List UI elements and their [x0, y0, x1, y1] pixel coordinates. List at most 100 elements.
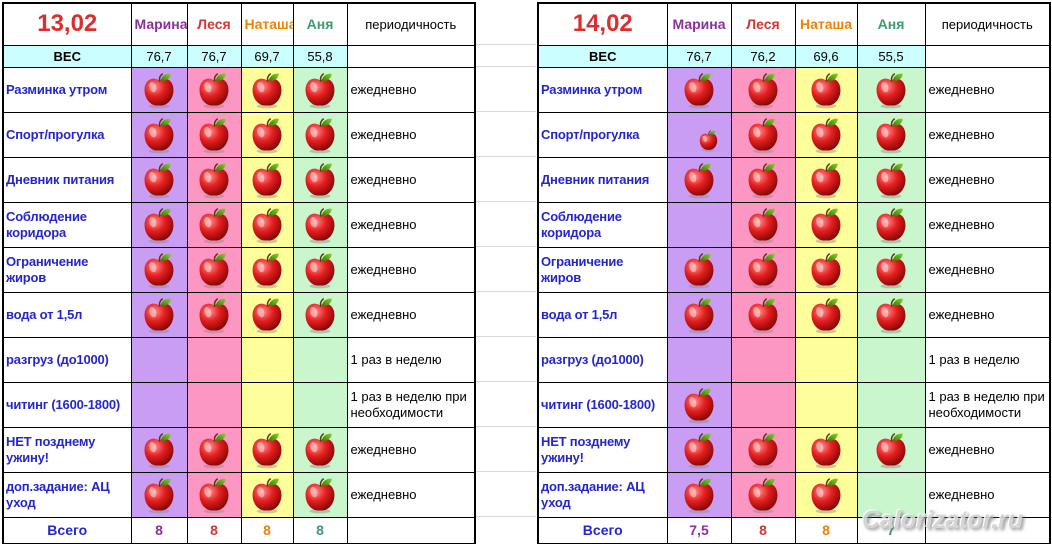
weight-value[interactable]: 69,7	[240, 44, 294, 68]
apple-cell[interactable]	[240, 201, 294, 248]
apple-cell[interactable]	[240, 156, 294, 203]
date-cell[interactable]: 14,02	[537, 2, 668, 46]
row-label[interactable]: НЕТ позднему ужину!	[2, 426, 132, 473]
person-header-anya[interactable]: Аня	[292, 2, 348, 46]
apple-cell[interactable]	[292, 471, 348, 518]
apple-cell[interactable]	[666, 66, 732, 113]
apple-cell[interactable]	[856, 156, 926, 203]
apple-cell[interactable]	[730, 336, 796, 383]
person-header-natasha[interactable]: Наташа	[794, 2, 858, 46]
apple-cell[interactable]	[856, 336, 926, 383]
apple-cell[interactable]	[794, 336, 858, 383]
weight-value[interactable]: 76,7	[130, 44, 188, 68]
apple-cell[interactable]	[730, 111, 796, 158]
total-label[interactable]: Всего	[2, 516, 132, 544]
apple-cell[interactable]	[730, 246, 796, 293]
apple-cell[interactable]	[856, 201, 926, 248]
person-header-natasha[interactable]: Наташа	[240, 2, 294, 46]
apple-cell[interactable]	[240, 381, 294, 428]
empty-cell[interactable]	[346, 516, 476, 544]
row-label[interactable]: Дневник питания	[537, 156, 668, 203]
total-value[interactable]: 8	[130, 516, 188, 544]
apple-cell[interactable]	[730, 381, 796, 428]
apple-cell[interactable]	[186, 426, 242, 473]
weight-label[interactable]: ВЕС	[537, 44, 668, 68]
total-value[interactable]: 8	[730, 516, 796, 544]
apple-cell[interactable]	[292, 66, 348, 113]
apple-cell[interactable]	[186, 381, 242, 428]
row-label[interactable]: вода от 1,5л	[2, 291, 132, 338]
apple-cell[interactable]	[240, 426, 294, 473]
row-label[interactable]: Спорт/прогулка	[2, 111, 132, 158]
date-cell[interactable]: 13,02	[2, 2, 132, 46]
apple-cell[interactable]	[856, 426, 926, 473]
apple-cell[interactable]	[730, 471, 796, 518]
periodicity-cell[interactable]: ежедневно	[346, 291, 476, 338]
periodicity-cell[interactable]: 1 раз в неделю при необходимости	[346, 381, 476, 428]
periodicity-cell[interactable]: 1 раз в неделю	[346, 336, 476, 383]
periodicity-cell[interactable]: ежедневно	[924, 66, 1051, 113]
periodicity-cell[interactable]: ежедневно	[346, 111, 476, 158]
apple-cell[interactable]	[292, 336, 348, 383]
empty-cell[interactable]	[346, 44, 476, 68]
apple-cell[interactable]	[856, 246, 926, 293]
apple-cell[interactable]	[794, 246, 858, 293]
apple-cell[interactable]	[292, 201, 348, 248]
apple-cell[interactable]	[130, 381, 188, 428]
apple-cell[interactable]	[794, 426, 858, 473]
total-value[interactable]: 8	[292, 516, 348, 544]
apple-cell[interactable]	[292, 426, 348, 473]
weight-value[interactable]: 55,5	[856, 44, 926, 68]
weight-value[interactable]: 76,2	[730, 44, 796, 68]
apple-cell[interactable]	[794, 66, 858, 113]
periodicity-cell[interactable]: ежедневно	[346, 246, 476, 293]
apple-cell[interactable]	[130, 156, 188, 203]
empty-cell[interactable]	[924, 44, 1051, 68]
weight-value[interactable]: 76,7	[666, 44, 732, 68]
periodicity-cell[interactable]: ежедневно	[346, 66, 476, 113]
row-label[interactable]: читинг (1600-1800)	[537, 381, 668, 428]
periodicity-header[interactable]: периодичность	[346, 2, 476, 46]
apple-cell[interactable]	[666, 156, 732, 203]
person-header-lesya[interactable]: Леся	[186, 2, 242, 46]
row-label[interactable]: разгруз (до1000)	[537, 336, 668, 383]
apple-cell[interactable]	[130, 66, 188, 113]
weight-value[interactable]: 76,7	[186, 44, 242, 68]
apple-cell[interactable]	[856, 471, 926, 518]
apple-cell[interactable]	[794, 471, 858, 518]
row-label[interactable]: Дневник питания	[2, 156, 132, 203]
apple-cell[interactable]	[186, 66, 242, 113]
apple-cell[interactable]	[240, 66, 294, 113]
apple-cell[interactable]	[130, 426, 188, 473]
apple-cell[interactable]	[856, 111, 926, 158]
periodicity-cell[interactable]: ежедневно	[924, 471, 1051, 518]
apple-cell[interactable]	[240, 336, 294, 383]
total-value[interactable]: 8	[186, 516, 242, 544]
apple-cell[interactable]	[730, 291, 796, 338]
row-label[interactable]: Разминка утром	[537, 66, 668, 113]
periodicity-cell[interactable]: ежедневно	[346, 471, 476, 518]
apple-cell[interactable]	[186, 246, 242, 293]
person-header-marina[interactable]: Марина	[130, 2, 188, 46]
person-header-anya[interactable]: Аня	[856, 2, 926, 46]
periodicity-cell[interactable]: ежедневно	[924, 246, 1051, 293]
apple-cell[interactable]	[292, 156, 348, 203]
apple-cell[interactable]	[186, 156, 242, 203]
apple-cell[interactable]	[186, 291, 242, 338]
apple-cell[interactable]	[856, 291, 926, 338]
total-value[interactable]: 7,5	[666, 516, 732, 544]
apple-cell[interactable]	[666, 381, 732, 428]
apple-cell[interactable]	[292, 246, 348, 293]
row-label[interactable]: вода от 1,5л	[537, 291, 668, 338]
periodicity-cell[interactable]: 1 раз в неделю	[924, 336, 1051, 383]
total-value[interactable]: 8	[240, 516, 294, 544]
total-value[interactable]: 8	[794, 516, 858, 544]
apple-cell[interactable]	[130, 201, 188, 248]
row-label[interactable]: Ограничение жиров	[2, 246, 132, 293]
empty-cell[interactable]	[924, 516, 1051, 544]
row-label[interactable]: Соблюдение коридора	[537, 201, 668, 248]
periodicity-cell[interactable]: ежедневно	[924, 291, 1051, 338]
apple-cell[interactable]	[856, 381, 926, 428]
apple-cell[interactable]	[666, 426, 732, 473]
apple-cell[interactable]	[240, 471, 294, 518]
